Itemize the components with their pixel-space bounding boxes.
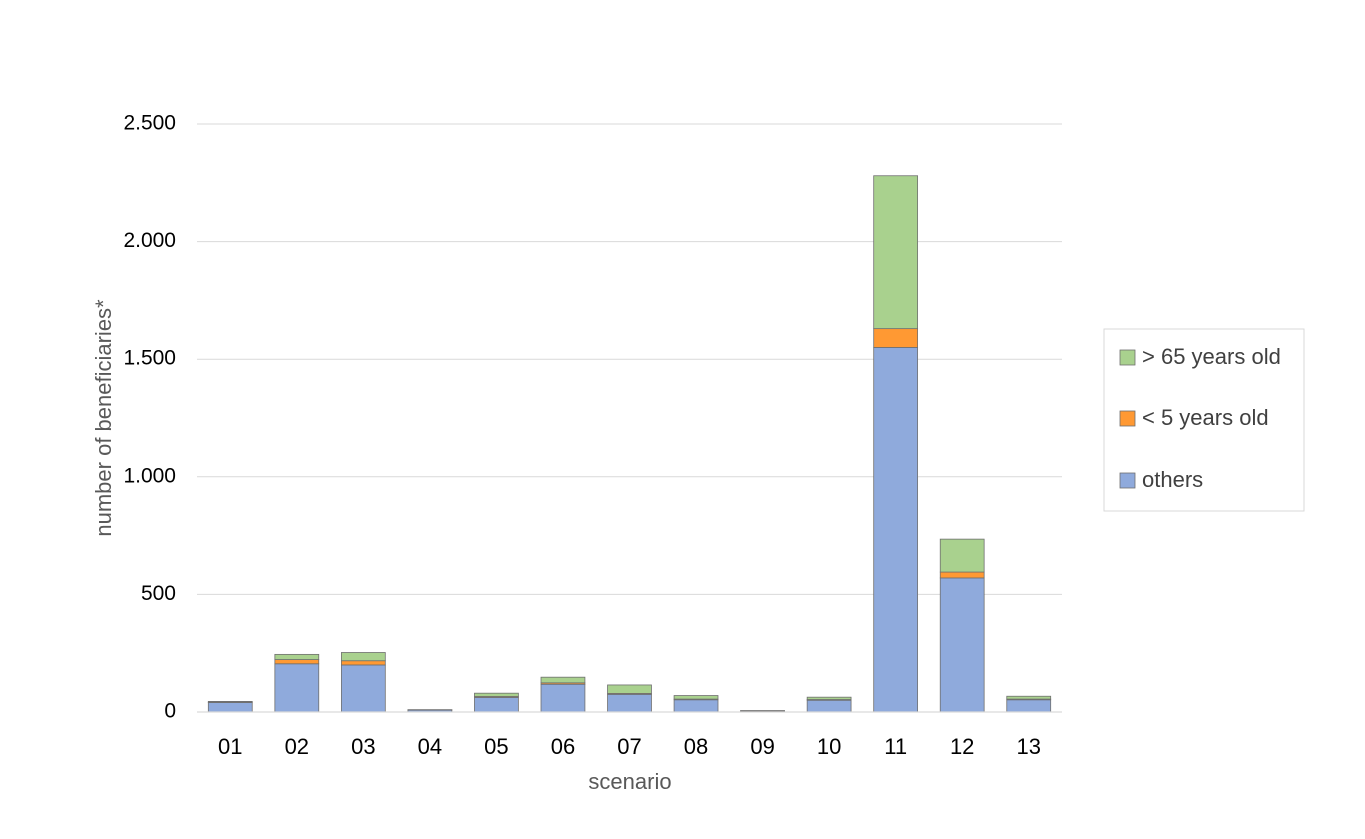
bar-segment-5-years-old: [939, 571, 985, 579]
x-tick-label: 04: [418, 734, 442, 759]
y-axis-tick-labels: 0 500 1.000 1.500 2.000 2.500: [123, 112, 176, 723]
gridlines: [197, 123, 1062, 595]
x-tick-label: 09: [750, 734, 774, 759]
x-axis-title: scenario: [588, 769, 671, 794]
bar-segment-65-years-old: [274, 653, 320, 660]
bars: [207, 175, 1052, 713]
x-tick-label: 10: [817, 734, 841, 759]
bar-segment-others: [673, 699, 719, 713]
bar-segment-65-years-old: [540, 676, 586, 684]
y-tick-label: 500: [141, 582, 176, 605]
y-tick-label: 1.000: [123, 464, 176, 487]
x-tick-label: 02: [285, 734, 309, 759]
bar-segment-65-years-old: [340, 652, 386, 662]
legend-label: < 5 years old: [1142, 405, 1269, 430]
x-tick-label: 08: [684, 734, 708, 759]
x-tick-label: 05: [484, 734, 508, 759]
bar-segment-5-years-old: [340, 660, 386, 666]
bar-segment-others: [274, 663, 320, 713]
legend-label: > 65 years old: [1142, 344, 1281, 369]
y-tick-label: 1.500: [123, 347, 176, 370]
x-tick-label: 01: [218, 734, 242, 759]
y-tick-label: 0: [164, 700, 176, 723]
bar-segment-5-years-old: [274, 659, 320, 665]
x-tick-label: 13: [1016, 734, 1040, 759]
bar-segment-65-years-old: [474, 692, 519, 697]
bar-segment-others: [939, 577, 985, 713]
x-tick-label: 06: [551, 734, 575, 759]
legend-label: others: [1142, 467, 1203, 492]
x-tick-label: 12: [950, 734, 974, 759]
bar-segment-others: [1006, 699, 1052, 713]
bar-segment-65-years-old: [1006, 695, 1052, 700]
bar-segment-others: [607, 693, 652, 713]
bar-segment-others: [474, 697, 519, 713]
bar-segment-65-years-old: [207, 701, 253, 703]
bar-segment-65-years-old: [873, 175, 919, 330]
x-tick-label: 11: [884, 734, 907, 759]
legend-items: > 65 years old < 5 years old others: [1119, 344, 1281, 492]
y-axis-title: number of beneficiaries*: [91, 299, 116, 537]
bar-segment-5-years-old: [873, 328, 919, 348]
legend-swatch: [1119, 349, 1136, 366]
legend: > 65 years old < 5 years old others: [1103, 328, 1305, 512]
bar-segment-65-years-old: [607, 684, 652, 694]
y-tick-label: 2.000: [123, 229, 176, 252]
y-tick-label: 2.500: [123, 112, 176, 135]
bar-segment-others: [806, 699, 852, 713]
bar-segment-65-years-old: [673, 695, 719, 700]
bar-segment-65-years-old: [806, 696, 852, 700]
bar-segment-others: [340, 664, 386, 713]
bar-segment-others: [207, 702, 253, 713]
x-tick-label: 03: [351, 734, 375, 759]
x-axis-tick-labels: 01 02 03 04 05 06 07 08 09 10 11 12 13: [218, 734, 1041, 759]
bar-segment-others: [540, 683, 586, 713]
bar-segment-65-years-old: [939, 538, 985, 573]
legend-swatch: [1119, 472, 1136, 489]
x-tick-label: 07: [617, 734, 641, 759]
bar-segment-others: [873, 347, 919, 713]
legend-swatch: [1119, 410, 1136, 427]
legend-box: [1103, 328, 1305, 512]
